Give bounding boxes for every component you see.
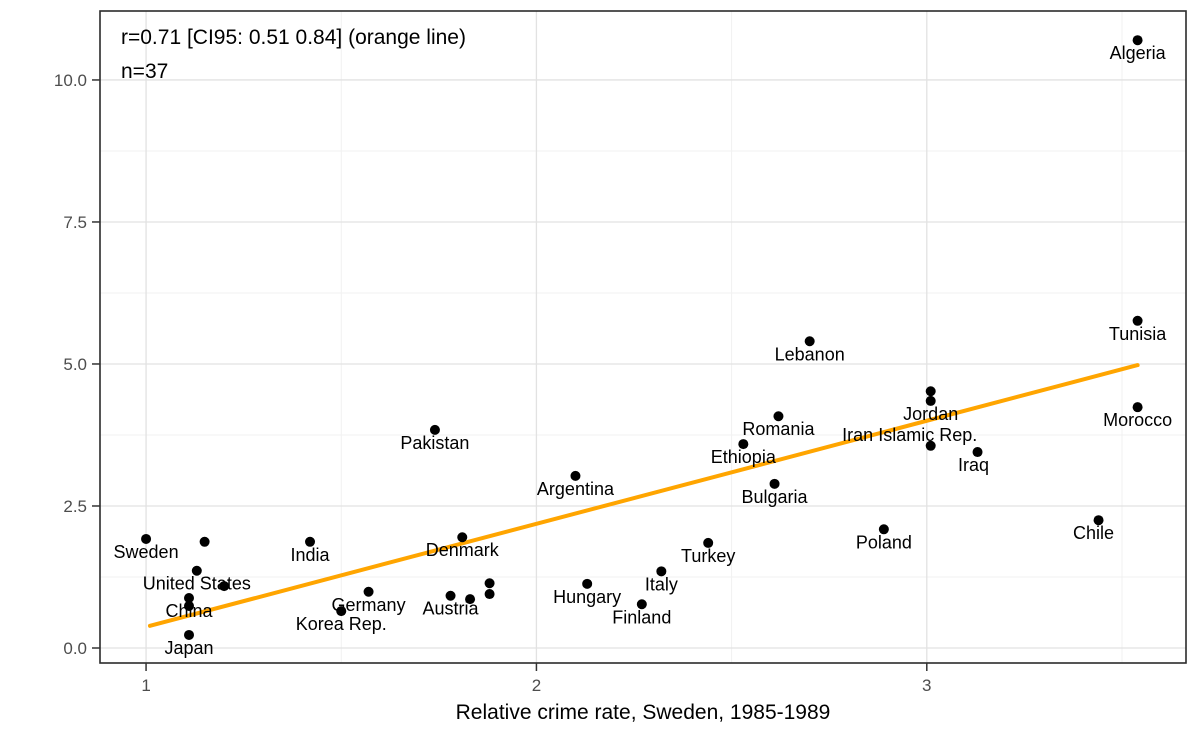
point-label: Chile [1073, 523, 1114, 543]
data-point [1132, 402, 1143, 413]
data-point [1132, 35, 1143, 46]
point-label: Germany [332, 595, 406, 615]
point-label: Iraq [958, 455, 989, 475]
stats-annotation: r=0.71 [CI95: 0.51 0.84] (orange line) n=… [121, 21, 466, 89]
data-point [636, 599, 647, 610]
point-label: Sweden [114, 542, 179, 562]
y-tick-label: 10.0 [54, 71, 87, 90]
plot-panel [100, 11, 1186, 663]
data-point [878, 524, 889, 535]
data-point [925, 386, 936, 397]
point-label: Turkey [681, 546, 735, 566]
point-label: Argentina [537, 479, 615, 499]
data-point [484, 589, 495, 600]
point-label: Romania [742, 419, 815, 439]
point-label: India [290, 545, 330, 565]
point-label: Finland [612, 607, 671, 627]
point-label: Morocco [1103, 410, 1172, 430]
point-label: Algeria [1110, 43, 1167, 63]
point-label: Japan [164, 638, 213, 658]
y-tick-label: 0.0 [63, 639, 87, 658]
point-label: Ethiopia [711, 447, 777, 467]
point-label: Austria [423, 599, 480, 619]
data-point [445, 590, 456, 601]
data-point [1132, 315, 1143, 326]
data-point [769, 478, 780, 489]
data-point [465, 594, 476, 605]
data-point [457, 532, 468, 543]
data-point [1093, 515, 1104, 526]
data-point [184, 593, 195, 604]
point-label: Denmark [426, 540, 500, 560]
point-label: China [165, 601, 213, 621]
point-label: Italy [645, 574, 678, 594]
data-point [219, 581, 230, 592]
data-point [363, 586, 374, 597]
data-point [738, 439, 749, 450]
point-label: Poland [856, 532, 912, 552]
data-point [925, 395, 936, 406]
regression-line [147, 363, 1140, 628]
x-tick-label: 1 [141, 676, 150, 695]
data-point [184, 600, 195, 611]
data-point [429, 424, 440, 435]
data-point [336, 606, 347, 617]
data-point [804, 336, 815, 347]
x-tick-label: 3 [922, 676, 931, 695]
data-point [305, 536, 316, 547]
correlation-text: r=0.71 [CI95: 0.51 0.84] (orange line) [121, 26, 466, 49]
point-label: United States [143, 574, 251, 594]
data-point [199, 536, 210, 547]
point-label: Iran Islamic Rep. [842, 425, 977, 445]
panel-border [99, 10, 1187, 664]
point-label: Hungary [553, 587, 621, 607]
data-point [582, 578, 593, 589]
point-label: Pakistan [400, 433, 469, 453]
x-axis-title: Relative crime rate, Sweden, 1985-1989 [455, 701, 831, 724]
y-tick-label: 5.0 [63, 355, 87, 374]
y-tick-label: 7.5 [63, 213, 87, 232]
sample-size-text: n=37 [121, 60, 169, 83]
data-point [703, 537, 714, 548]
point-label: Korea Rep. [296, 614, 387, 634]
data-point [972, 447, 983, 458]
data-point [656, 566, 667, 577]
point-label: Lebanon [775, 344, 845, 364]
data-point [570, 470, 581, 481]
y-tick-label: 2.5 [63, 497, 87, 516]
data-point [141, 533, 152, 544]
data-point [191, 565, 202, 576]
point-label: Bulgaria [742, 487, 809, 507]
point-label: Tunisia [1109, 324, 1167, 344]
x-tick-label: 2 [532, 676, 541, 695]
data-point [184, 629, 195, 640]
point-label: Jordan [903, 404, 958, 424]
data-point [484, 578, 495, 589]
data-point [925, 440, 936, 451]
data-point [773, 411, 784, 422]
